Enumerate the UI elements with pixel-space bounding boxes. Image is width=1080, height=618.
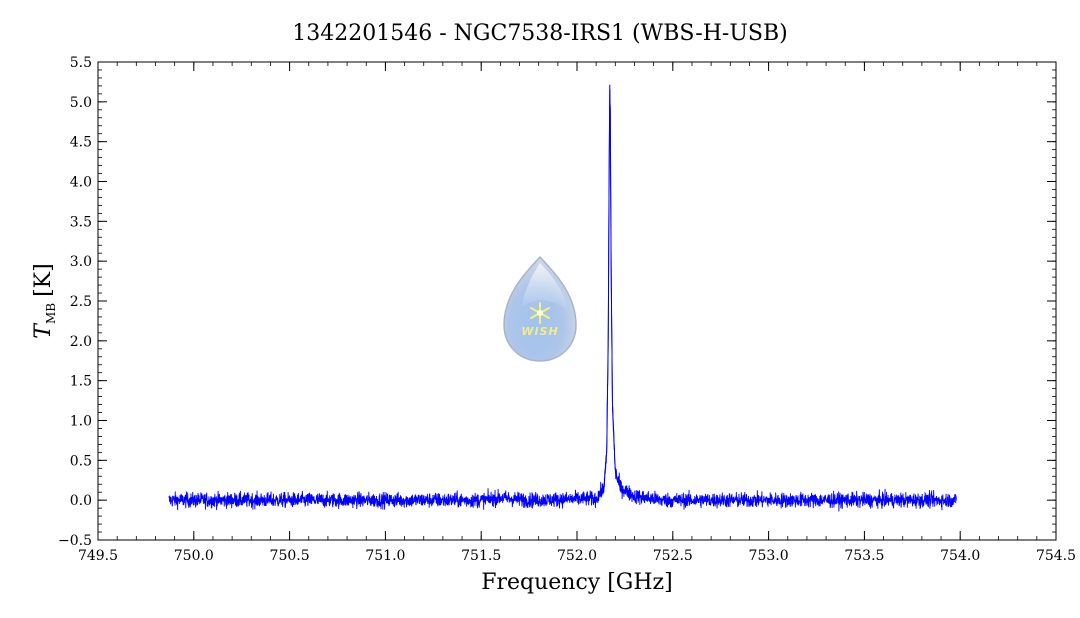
chart-title: 1342201546 - NGC7538-IRS1 (WBS-H-USB) [292, 21, 787, 46]
wish-logo-text: WISH [521, 325, 558, 338]
y-axis-label-unit: [K] [31, 263, 56, 297]
x-tick-label: 753.5 [844, 548, 884, 564]
y-tick-label: 5.0 [70, 95, 92, 111]
y-tick-label: 4.5 [70, 135, 92, 151]
y-tick-label: 3.0 [70, 254, 92, 270]
y-tick-label: 0.5 [70, 453, 92, 469]
y-tick-label: 1.5 [70, 374, 92, 390]
wish-logo-watermark: WISH [503, 255, 577, 362]
plot-frame [97, 61, 1057, 541]
x-tick-label: 754.5 [1036, 548, 1076, 564]
y-tick-label: −0.5 [58, 533, 92, 549]
spectrum-line-layer [168, 84, 957, 512]
y-tick-label: 5.5 [70, 55, 92, 71]
y-tick-label: 2.0 [70, 334, 92, 350]
y-axis-label-symbol: T [31, 322, 56, 339]
y-tick-label: 1.0 [70, 414, 92, 430]
x-tick-label: 752.5 [653, 548, 693, 564]
x-tick-label: 751.0 [365, 548, 405, 564]
y-axis-label: TMB [K] [31, 263, 58, 338]
star-icon [530, 302, 550, 324]
y-tick-label: 3.5 [70, 214, 92, 230]
svg-text:TMB[K]: TMB [K] [31, 263, 58, 338]
x-tick-label: 751.5 [461, 548, 501, 564]
y-axis-label-subscript: MB [44, 303, 58, 324]
x-tick-label: 752.0 [557, 548, 597, 564]
spectrum-series-line [168, 89, 957, 512]
y-tick-label: 0.0 [70, 493, 92, 509]
x-axis-label: Frequency [GHz] [481, 570, 673, 595]
y-tick-label: 2.5 [70, 294, 92, 310]
spectrum-peak-line [599, 84, 624, 498]
y-tick-label: 4.0 [70, 175, 92, 191]
x-tick-label: 750.5 [270, 548, 310, 564]
x-axis: 749.5 750.0 750.5 751.0 751.5 752.0 752.5 753.0… [78, 62, 1076, 564]
x-tick-label: 754.0 [940, 548, 980, 564]
y-axis: −0.5 0.0 0.5 1.0 1.5 2.0 2.5 3.0 3.5 4.0 4.5 5.0 5.5 [58, 55, 1056, 549]
x-tick-label: 750.0 [174, 548, 214, 564]
x-tick-label: 753.0 [749, 548, 789, 564]
x-tick-label: 749.5 [78, 548, 118, 564]
